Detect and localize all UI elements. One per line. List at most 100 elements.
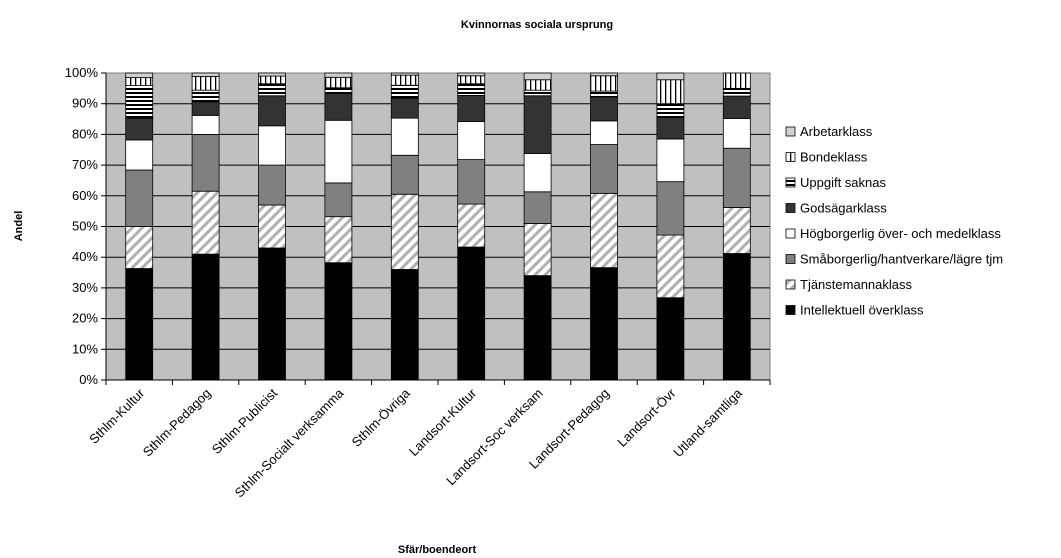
bar-segment-2 — [656, 234, 685, 299]
bar-segment-2 — [191, 190, 220, 255]
bar-segment-7 — [523, 79, 552, 91]
legend-label: Intellektuell överklass — [800, 303, 924, 318]
bar-segment-3 — [125, 169, 154, 227]
bar-segment-3 — [258, 164, 286, 206]
bar-segment-3 — [390, 154, 419, 195]
bar-segment-6 — [125, 85, 154, 119]
bar-segment-2 — [722, 207, 751, 254]
y-tick-label: 0% — [79, 372, 98, 387]
bar-segment-2 — [590, 192, 618, 269]
bar-segment-8 — [457, 72, 486, 77]
bar-segment-5 — [258, 95, 286, 127]
bar-segment-7 — [125, 77, 154, 86]
y-axis-title: Andel — [13, 211, 25, 242]
legend-swatch — [785, 152, 796, 162]
legend-label: Arbetarklass — [800, 124, 873, 139]
bar-segment-4 — [125, 139, 154, 171]
bar-segment-1 — [191, 253, 220, 381]
x-tick-label: Sthlm-Kultur — [86, 385, 148, 447]
legend-label: Uppgift saknas — [800, 175, 886, 190]
bar-segment-3 — [590, 144, 618, 194]
legend-label: Bondeklass — [800, 150, 868, 165]
y-tick-label: 80% — [72, 126, 98, 141]
bar-segment-6 — [191, 89, 220, 103]
bar-segment-4 — [191, 114, 220, 135]
bar-segment-8 — [125, 72, 154, 79]
bar-segment-7 — [191, 75, 220, 91]
bar-segment-1 — [656, 297, 685, 381]
legend-swatch — [785, 126, 796, 137]
bar-segment-3 — [324, 182, 353, 218]
y-tick-label: 40% — [72, 249, 98, 264]
bar-segment-4 — [258, 125, 286, 166]
bar-segment-3 — [457, 159, 486, 205]
legend-swatch — [785, 279, 796, 290]
y-tick-label: 90% — [72, 96, 98, 111]
bar-segment-5 — [523, 95, 552, 154]
bar-segment-5 — [324, 92, 353, 121]
bar-segment-4 — [722, 118, 751, 149]
bar-segment-8 — [590, 72, 618, 77]
bar-segment-6 — [590, 90, 618, 98]
bar-segment-8 — [656, 72, 685, 81]
x-tick-label: Landsort-Kultur — [406, 385, 480, 459]
bar-segment-2 — [258, 204, 286, 249]
bar-segment-1 — [390, 269, 419, 381]
bar-segment-3 — [722, 147, 751, 208]
bar-segment-2 — [324, 216, 353, 264]
bar-segment-2 — [125, 226, 154, 269]
bar-segment-2 — [457, 203, 486, 248]
bar-segment-6 — [324, 87, 353, 94]
x-tick-label: Sthlm-Publicist — [209, 385, 281, 457]
y-tick-label: 60% — [72, 188, 98, 203]
bar-segment-1 — [590, 267, 618, 381]
bar-segment-5 — [125, 117, 154, 141]
bar-segment-5 — [656, 117, 685, 140]
bar-segment-6 — [656, 103, 685, 118]
bar-segment-1 — [324, 262, 353, 381]
legend-swatch — [785, 203, 796, 213]
legend-swatch — [785, 305, 796, 315]
legend-swatch — [785, 177, 796, 188]
x-axis-title: Sfär/boendeort — [398, 544, 477, 556]
bar-segment-6 — [722, 87, 751, 97]
legend-label: Godsägarklass — [800, 201, 887, 216]
legend-label: Småborgerlig/hantverkare/lägre tjm — [800, 252, 1003, 267]
bar-segment-7 — [390, 74, 419, 86]
y-tick-label: 30% — [72, 280, 98, 295]
bar-segment-7 — [722, 72, 751, 89]
bar-segment-3 — [523, 191, 552, 224]
bar-segment-1 — [125, 268, 154, 381]
bar-segment-5 — [590, 96, 618, 122]
x-tick-label: Sthlm-Övriga — [349, 385, 414, 450]
bar-segment-2 — [390, 193, 419, 270]
legend: Arbetarklass Bondeklass Uppgift saknas Gods… — [785, 124, 1003, 318]
bar-segment-4 — [656, 138, 685, 183]
bar-segment-1 — [523, 275, 552, 381]
bar-segment-1 — [722, 253, 751, 381]
x-tick-label: Sthlm-Pedagog — [140, 386, 214, 460]
x-tick-label: Landsort-Övr — [614, 385, 679, 450]
bar-segment-4 — [324, 119, 353, 184]
bar-segment-8 — [191, 72, 220, 77]
bar-segment-7 — [656, 79, 685, 105]
bar-segment-4 — [390, 117, 419, 156]
bar-segment-3 — [656, 181, 685, 236]
bar-segment-7 — [590, 75, 618, 92]
bar-segment-6 — [390, 84, 419, 99]
bar-segment-6 — [457, 83, 486, 96]
bar-segment-4 — [457, 121, 486, 160]
bar-segment-8 — [390, 72, 419, 76]
bar-segment-8 — [258, 72, 286, 77]
bar-segment-7 — [457, 75, 486, 85]
y-tick-label: 50% — [72, 219, 98, 234]
y-tick-label: 20% — [72, 311, 98, 326]
x-tick-label: Utland-samtliga — [670, 385, 745, 460]
bar-segment-7 — [258, 75, 286, 85]
y-tick-label: 100% — [65, 65, 99, 80]
bar-segment-1 — [258, 247, 286, 381]
chart-title: Kvinnornas sociala ursprung — [461, 19, 613, 31]
bar-segment-8 — [523, 72, 552, 81]
bar-segment-6 — [523, 89, 552, 97]
